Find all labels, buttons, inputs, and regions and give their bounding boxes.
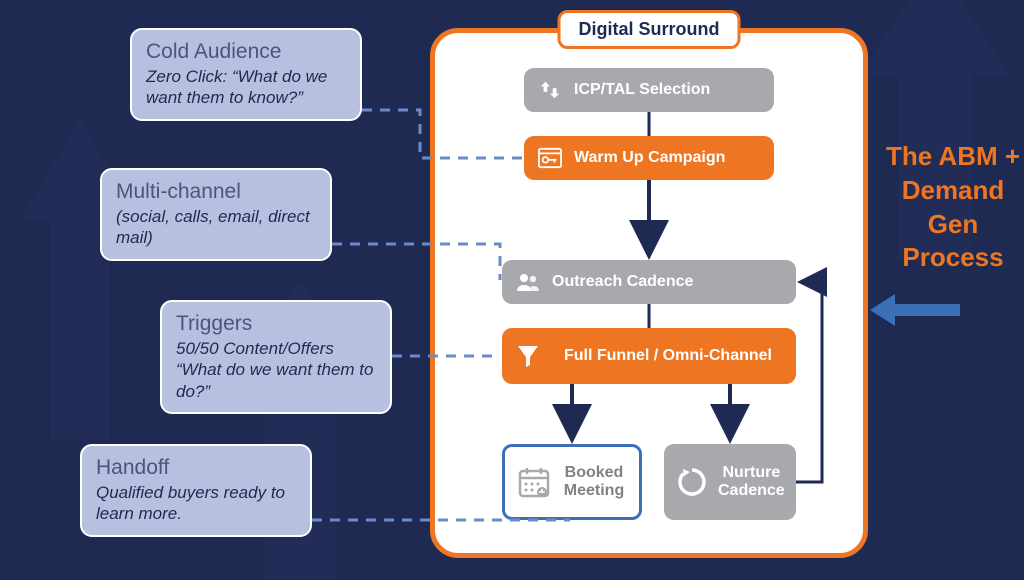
callout-multi-channel: Multi-channel (social, calls, email, dir… <box>100 168 332 261</box>
node-booked-label: Booked Meeting <box>561 464 627 501</box>
node-icp: ICP/TAL Selection <box>524 68 774 112</box>
node-outreach-label: Outreach Cadence <box>552 273 784 291</box>
node-fullfunnel: Full Funnel / Omni-Channel <box>502 328 796 384</box>
digital-surround-label: Digital Surround <box>558 10 741 49</box>
node-nurture: Nurture Cadence <box>664 444 796 520</box>
callout-handoff: Handoff Qualified buyers ready to learn … <box>80 444 312 537</box>
title-line: Gen <box>878 208 1024 242</box>
diagram-title: The ABM + Demand Gen Process <box>878 140 1024 275</box>
node-nurture-label: Nurture Cadence <box>718 464 785 501</box>
cycle-icon <box>676 466 708 498</box>
title-line: The ABM + <box>878 140 1024 174</box>
callout-title: Multi-channel <box>116 180 316 204</box>
title-arrow-head <box>870 294 895 326</box>
callout-triggers: Triggers 50/50 Content/Offers “What do w… <box>160 300 392 414</box>
node-warmup-label: Warm Up Campaign <box>574 149 762 167</box>
callout-body: Zero Click: “What do we want them to kno… <box>146 66 346 109</box>
node-icp-label: ICP/TAL Selection <box>574 81 762 99</box>
node-warmup: Warm Up Campaign <box>524 136 774 180</box>
callout-title: Handoff <box>96 456 296 480</box>
funnel-icon <box>514 342 542 370</box>
callout-body: Qualified buyers ready to learn more. <box>96 482 296 525</box>
node-fullfunnel-label: Full Funnel / Omni-Channel <box>552 347 784 365</box>
calendar-icon <box>517 465 551 499</box>
callout-title: Cold Audience <box>146 40 346 64</box>
callout-title: Triggers <box>176 312 376 336</box>
callout-body: 50/50 Content/Offers “What do we want th… <box>176 338 376 402</box>
browser-key-icon <box>536 144 564 172</box>
people-icon <box>514 268 542 296</box>
node-booked: Booked Meeting <box>502 444 642 520</box>
node-outreach: Outreach Cadence <box>502 260 796 304</box>
title-line: Process <box>878 241 1024 275</box>
swap-icon <box>536 76 564 104</box>
callout-body: (social, calls, email, direct mail) <box>116 206 316 249</box>
callout-cold-audience: Cold Audience Zero Click: “What do we wa… <box>130 28 362 121</box>
title-line: Demand <box>878 174 1024 208</box>
